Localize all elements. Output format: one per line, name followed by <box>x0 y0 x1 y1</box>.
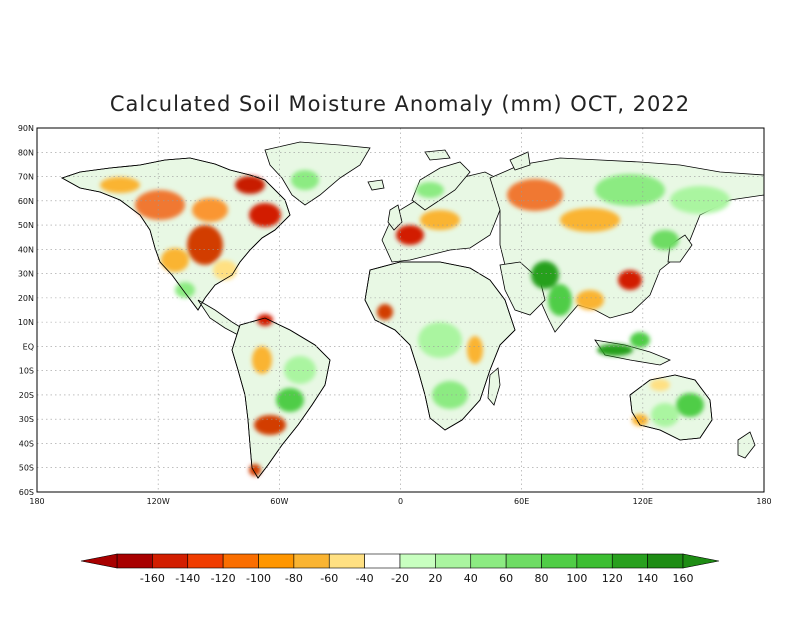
colorbar-swatch <box>435 553 472 569</box>
colorbar-swatch <box>328 553 365 569</box>
lon-label: 60W <box>270 497 288 506</box>
colorbar-swatch <box>576 553 613 569</box>
british-isles <box>387 204 403 231</box>
colorbar-swatch <box>399 553 436 569</box>
colorbar-swatch <box>187 553 224 569</box>
lon-label: 180 <box>756 497 771 506</box>
colorbar-tick-label: 120 <box>602 572 623 585</box>
colorbar-tick-label: -20 <box>391 572 409 585</box>
lat-label: 40S <box>19 439 34 448</box>
colorbar-swatch <box>611 553 648 569</box>
colorbar-tick-label: -120 <box>211 572 236 585</box>
colorbar-under-arrow <box>80 553 118 569</box>
colorbar-tick-label: 20 <box>428 572 442 585</box>
lon-label: 60E <box>514 497 529 506</box>
longitude-labels: 180 120W 60W 0 60E 120E 180 <box>29 497 771 506</box>
colorbar-swatch <box>116 553 153 569</box>
lat-label: 60N <box>18 197 34 206</box>
lat-label: 10S <box>19 367 34 376</box>
colorbar-over-arrow <box>682 553 720 569</box>
colorbar-tick-label: 80 <box>535 572 549 585</box>
map-title: Calculated Soil Moisture Anomaly (mm) OC… <box>109 92 691 116</box>
lat-label: 20N <box>18 294 34 303</box>
lat-label: 30N <box>18 270 34 279</box>
colorbar-tick-label: 140 <box>637 572 658 585</box>
map-border <box>36 127 765 493</box>
coastlines <box>61 157 713 479</box>
lat-label: 70N <box>18 173 34 182</box>
anomaly-field <box>100 170 730 476</box>
japan <box>667 234 693 263</box>
colorbar-swatch <box>647 553 684 569</box>
greenland <box>264 141 371 206</box>
colorbar-swatch <box>470 553 507 569</box>
colorbar-tick-label: -140 <box>175 572 200 585</box>
colorbar-tick-label: -80 <box>285 572 303 585</box>
colorbar: -160 -140 -120 -100 -80 -60 -40 -20 20 40 60 80 100 1… <box>80 553 720 585</box>
lon-label: 120W <box>147 497 170 506</box>
novaya-zemlya <box>509 151 531 171</box>
colorbar-tick-label: 60 <box>499 572 513 585</box>
lon-label: 0 <box>398 497 403 506</box>
iceland <box>367 179 385 191</box>
lat-label: 10N <box>18 318 34 327</box>
colorbar-swatch <box>222 553 259 569</box>
colorbar-tick-label: -60 <box>320 572 338 585</box>
new-zealand <box>737 431 756 459</box>
colorbar-swatch <box>505 553 542 569</box>
lat-label: 20S <box>19 391 34 400</box>
colorbar-tick-label: 160 <box>673 572 694 585</box>
colorbar-swatch <box>364 553 401 569</box>
colorbar-tick-label: 100 <box>566 572 587 585</box>
lon-label: 180 <box>29 497 44 506</box>
colorbar-swatch <box>293 553 330 569</box>
lat-label: 30S <box>19 415 34 424</box>
lon-label: 120E <box>633 497 653 506</box>
colorbar-swatch <box>258 553 295 569</box>
lat-label: 90N <box>18 124 34 133</box>
lat-label: EQ <box>23 342 34 351</box>
latitude-labels: 90N 80N 70N 60N 50N 40N 30N 20N 10N EQ 10S 20S 30S 40… <box>18 124 34 497</box>
map-content <box>61 141 764 479</box>
colorbar-swatch <box>541 553 578 569</box>
colorbar-swatch <box>152 553 189 569</box>
colorbar-tick-label: -40 <box>356 572 374 585</box>
colorbar-tick-label: 40 <box>464 572 478 585</box>
lat-label: 50N <box>18 221 34 230</box>
colorbar-tick-label: -160 <box>140 572 165 585</box>
lat-label: 50S <box>19 464 34 473</box>
lat-label: 40N <box>18 245 34 254</box>
lat-label: 60S <box>19 488 34 497</box>
lat-label: 80N <box>18 148 34 157</box>
svalbard <box>424 149 451 161</box>
colorbar-tick-label: -100 <box>246 572 271 585</box>
